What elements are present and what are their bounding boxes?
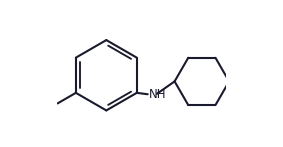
Text: NH: NH [149,88,167,101]
